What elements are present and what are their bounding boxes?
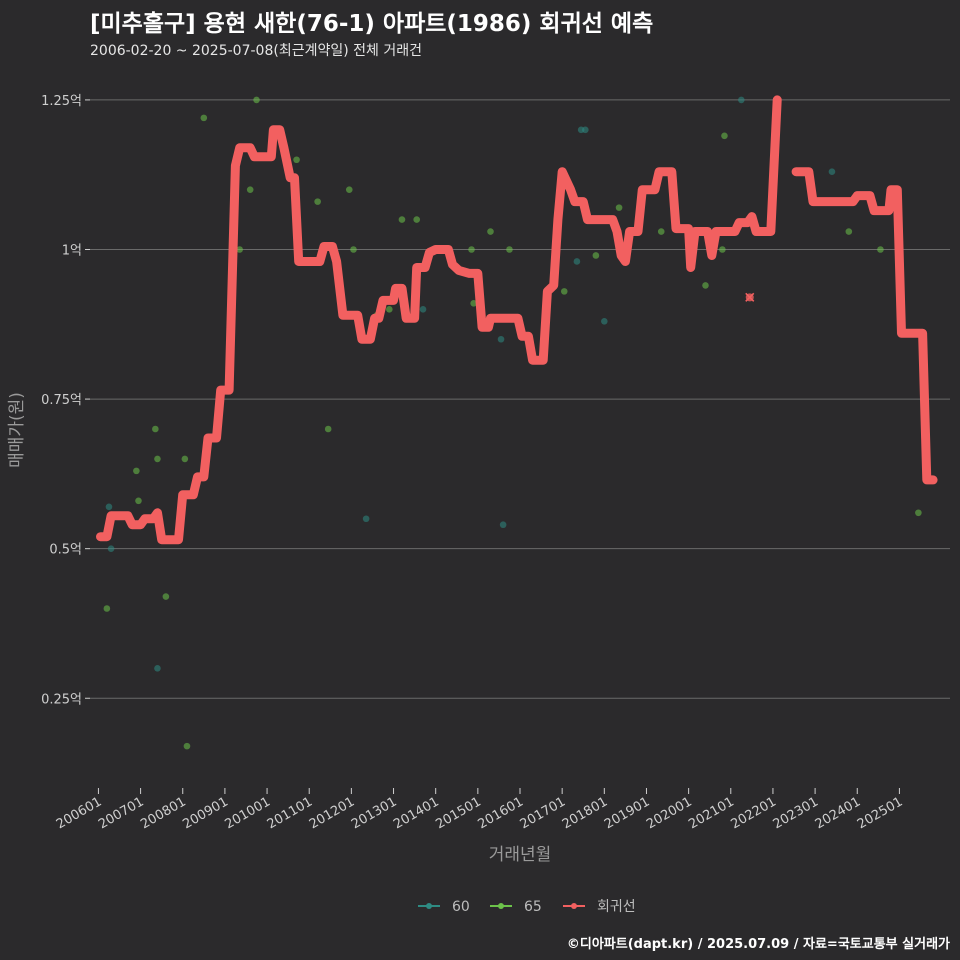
data-point-60 — [105, 503, 113, 511]
data-point-60 — [497, 335, 505, 343]
data-point-65 — [246, 186, 254, 193]
regression-segment — [791, 167, 938, 485]
data-point-65 — [592, 252, 600, 259]
data-point-65 — [506, 246, 513, 253]
data-point-65 — [657, 228, 665, 235]
x-tick-label: 201901 — [602, 794, 652, 832]
y-tick-label: 1.25억 — [41, 94, 82, 109]
legend-label: 회귀선 — [597, 899, 636, 915]
data-point-65 — [560, 288, 568, 295]
chart-title: [미추홀구] 용현 새한(76-1) 아파트(1986) 회귀선 예측 — [90, 11, 654, 37]
data-point-65 — [615, 204, 623, 211]
x-tick-label: 201401 — [391, 794, 441, 832]
data-point-60 — [362, 515, 370, 523]
data-point-65 — [236, 246, 243, 253]
data-point-65 — [181, 455, 189, 463]
x-tick-label: 201801 — [560, 794, 610, 832]
data-point-65 — [133, 467, 140, 475]
legend-label: 65 — [524, 899, 542, 915]
legend-swatch-dot — [426, 903, 432, 909]
x-axis: 2006012007012008012009012010012011012012… — [54, 788, 905, 832]
source-caption: ©디아파트(dapt.kr) / 2025.07.09 / 자료=국토교통부 실… — [566, 937, 950, 952]
x-tick-label: 201301 — [349, 794, 399, 832]
data-point-65 — [183, 742, 191, 750]
prediction-marker — [745, 292, 755, 302]
data-point-65 — [154, 455, 161, 463]
x-tick-label: 202401 — [813, 794, 863, 832]
data-point-65 — [253, 96, 260, 104]
x-tick-label: 201501 — [433, 794, 483, 832]
data-point-65 — [314, 198, 321, 205]
x-tick-label: 200701 — [96, 794, 146, 832]
x-tick-label: 202001 — [644, 794, 694, 832]
y-tick-label: 0.25억 — [41, 692, 82, 707]
x-tick-label: 202301 — [771, 794, 821, 832]
data-point-60 — [573, 258, 581, 265]
legend-item-0: 60 — [418, 899, 470, 915]
data-point-65 — [719, 246, 726, 253]
data-point-60 — [107, 545, 115, 552]
data-point-65 — [200, 114, 208, 122]
x-tick-label: 201101 — [265, 794, 315, 832]
data-point-65 — [702, 282, 709, 289]
data-point-60 — [582, 126, 589, 134]
x-tick-label: 201701 — [518, 794, 568, 832]
y-tick-label: 1억 — [62, 244, 82, 259]
data-point-65 — [293, 156, 300, 164]
data-point-65 — [915, 509, 922, 517]
data-point-60 — [419, 306, 427, 313]
data-point-65 — [345, 186, 353, 193]
data-point-65 — [470, 300, 477, 307]
x-tick-label: 202101 — [686, 794, 736, 832]
data-point-65 — [468, 246, 475, 253]
legend-item-1: 65 — [490, 899, 542, 915]
data-point-65 — [103, 605, 111, 612]
annotations — [745, 292, 755, 302]
data-point-65 — [487, 228, 494, 235]
chart-subtitle: 2006-02-20 ~ 2025-07-08(최근계약일) 전체 거래건 — [90, 43, 422, 59]
y-axis: 0.25억 0.5억 0.75억 1억 1.25억 — [41, 94, 90, 707]
data-point-65 — [845, 228, 853, 235]
x-tick-label: 200801 — [138, 794, 188, 832]
data-point-60 — [154, 665, 161, 672]
y-tick-label: 0.5억 — [49, 543, 82, 558]
y-axis-title: 매매가(원) — [7, 392, 27, 468]
data-point-65 — [877, 246, 884, 253]
x-tick-label: 202201 — [728, 794, 778, 832]
legend-item-2: 회귀선 — [563, 899, 636, 915]
x-axis-title: 거래년월 — [489, 845, 552, 865]
data-point-65 — [135, 497, 142, 505]
x-tick-label: 200601 — [54, 794, 104, 832]
data-point-60 — [828, 168, 836, 176]
x-tick-label: 202501 — [855, 794, 905, 832]
data-point-65 — [398, 216, 406, 223]
data-point-65 — [386, 306, 393, 313]
data-point-65 — [350, 246, 357, 253]
data-point-60 — [601, 318, 608, 325]
legend-swatch-dot — [571, 903, 577, 909]
legend: 60 65 회귀선 — [418, 899, 636, 915]
data-point-65 — [152, 425, 159, 433]
data-point-65 — [162, 593, 170, 600]
data-point-65 — [324, 425, 332, 433]
data-point-60 — [499, 521, 507, 529]
legend-swatch-dot — [498, 903, 504, 909]
data-point-65 — [413, 216, 421, 223]
regression-segment — [96, 95, 782, 545]
data-point-65 — [721, 132, 728, 140]
y-tick-label: 0.75억 — [41, 393, 82, 408]
legend-label: 60 — [452, 899, 470, 915]
data-point-60 — [738, 96, 745, 104]
x-tick-label: 201001 — [223, 794, 273, 832]
regression-line — [96, 95, 938, 545]
prediction-cross — [745, 292, 755, 302]
x-tick-label: 201201 — [307, 794, 357, 832]
x-tick-label: 201601 — [476, 794, 526, 832]
x-tick-label: 200901 — [180, 794, 230, 832]
scatter-points — [103, 96, 922, 750]
